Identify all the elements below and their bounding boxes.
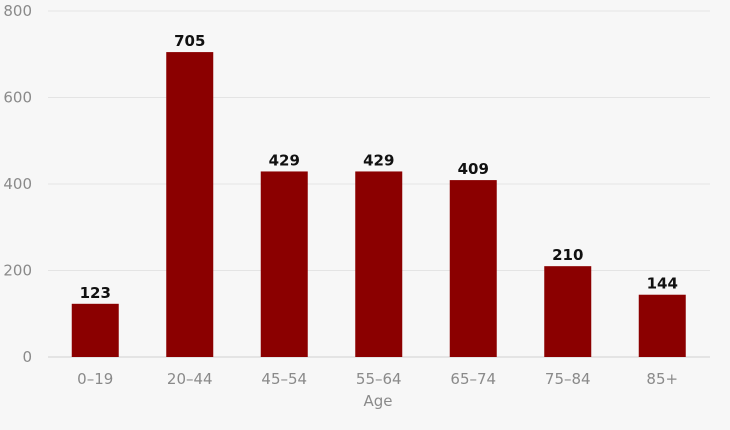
bars [71,52,686,358]
x-tick-label-1: 20–44 [167,370,213,388]
bar-0 [71,303,119,357]
bar-1 [166,52,214,358]
data-label-5: 210 [552,246,583,264]
y-tick-label: 200 [3,262,32,280]
y-tick-label: 800 [3,2,32,20]
y-axis: 0 200 400 600 800 [3,2,32,366]
x-tick-label-3: 55–64 [356,370,402,388]
data-label-4: 409 [458,160,489,178]
x-axis: 0–19 20–44 45–54 55–64 65–74 75–84 85+ [77,370,678,388]
bar-2 [260,171,308,357]
x-tick-label-0: 0–19 [77,370,113,388]
y-tick-label: 0 [22,348,32,366]
data-label-1: 705 [174,32,205,50]
bar-4 [449,180,497,357]
bar-3 [355,171,403,357]
data-label-6: 144 [647,275,678,293]
x-tick-label-2: 45–54 [261,370,307,388]
bar-6 [638,294,686,357]
data-label-2: 429 [269,151,300,169]
y-tick-label: 600 [3,89,32,107]
x-tick-label-6: 85+ [646,370,678,388]
data-label-0: 123 [80,284,111,302]
y-tick-label: 400 [3,175,32,193]
x-tick-label-4: 65–74 [450,370,496,388]
data-labels: 123 705 429 429 409 210 144 [80,32,678,302]
x-tick-label-5: 75–84 [545,370,591,388]
x-axis-title: Age [363,392,392,410]
bar-5 [544,266,592,357]
data-label-3: 429 [363,151,394,169]
